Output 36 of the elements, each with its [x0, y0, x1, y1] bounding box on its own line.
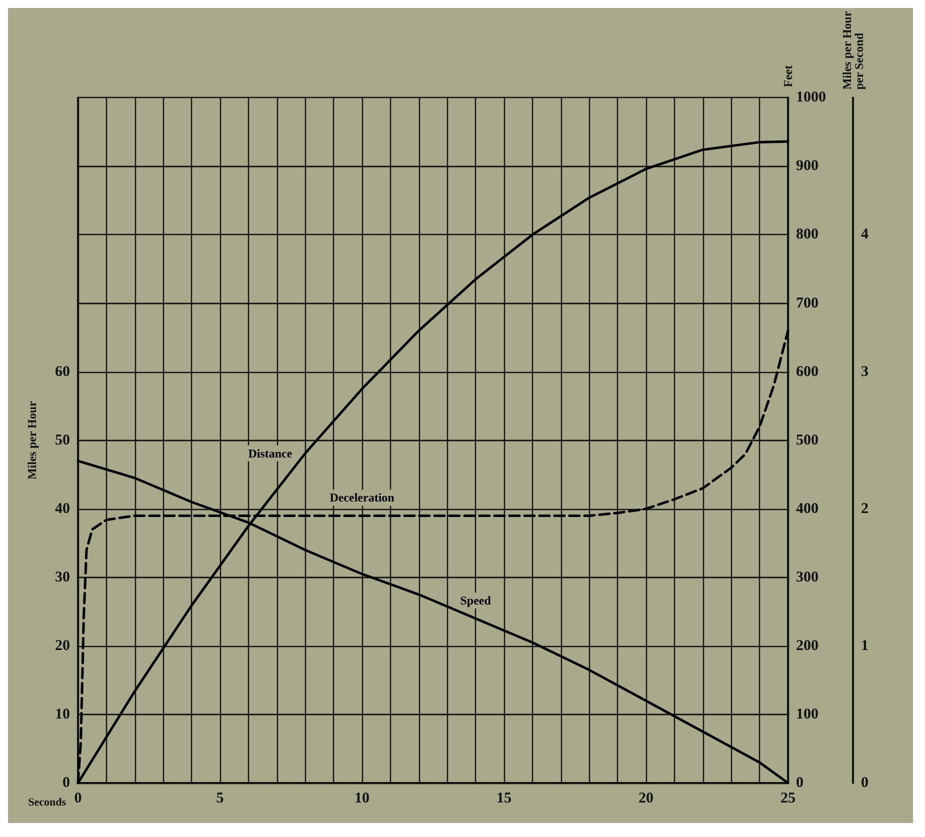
series-label: Speed — [460, 594, 492, 608]
y2-tick-label: 400 — [796, 500, 818, 517]
x-tick-label: 25 — [780, 790, 796, 806]
x-tick-label: 10 — [354, 790, 370, 806]
y2-tick-label: 0 — [796, 775, 804, 791]
y2-tick-label: 1000 — [796, 90, 826, 106]
x-tick-label: 5 — [216, 790, 224, 806]
y3-tick-label: 1 — [861, 638, 868, 654]
y2-tick-label: 100 — [796, 706, 818, 722]
y2-tick-label: 200 — [796, 638, 818, 654]
x-tick-label: 20 — [638, 790, 654, 806]
y-tick-label: 0 — [62, 775, 70, 791]
series-label: Deceleration — [330, 490, 395, 505]
y-tick-label: 50 — [55, 432, 70, 448]
y2-axis-title: Feet — [781, 65, 795, 88]
y2-tick-label: 900 — [796, 158, 818, 174]
y-tick-label: 60 — [55, 364, 70, 380]
y2-tick-label: 800 — [796, 226, 818, 243]
y-tick-label: 40 — [55, 500, 70, 517]
y3-tick-label: 3 — [861, 364, 868, 380]
y-axis-title: Miles per Hour — [25, 400, 39, 480]
y-tick-label: 10 — [55, 706, 70, 722]
x-axis-title: Seconds — [28, 796, 67, 808]
y2-tick-label: 600 — [796, 364, 818, 380]
y2-tick-label: 500 — [796, 432, 818, 448]
y-tick-label: 20 — [55, 638, 70, 654]
y3-tick-label: 4 — [861, 226, 869, 243]
y2-tick-label: 700 — [796, 295, 818, 312]
y3-tick-label: 2 — [861, 500, 868, 517]
x-tick-label: 15 — [496, 790, 512, 806]
series-label: Distance — [248, 446, 293, 460]
y3-axis-title: Miles per Hour per Second — [840, 10, 866, 90]
x-tick-label: 0 — [74, 790, 82, 806]
y2-tick-label: 300 — [796, 569, 818, 586]
y-tick-label: 30 — [55, 569, 70, 586]
y3-tick-label: 0 — [861, 775, 868, 791]
